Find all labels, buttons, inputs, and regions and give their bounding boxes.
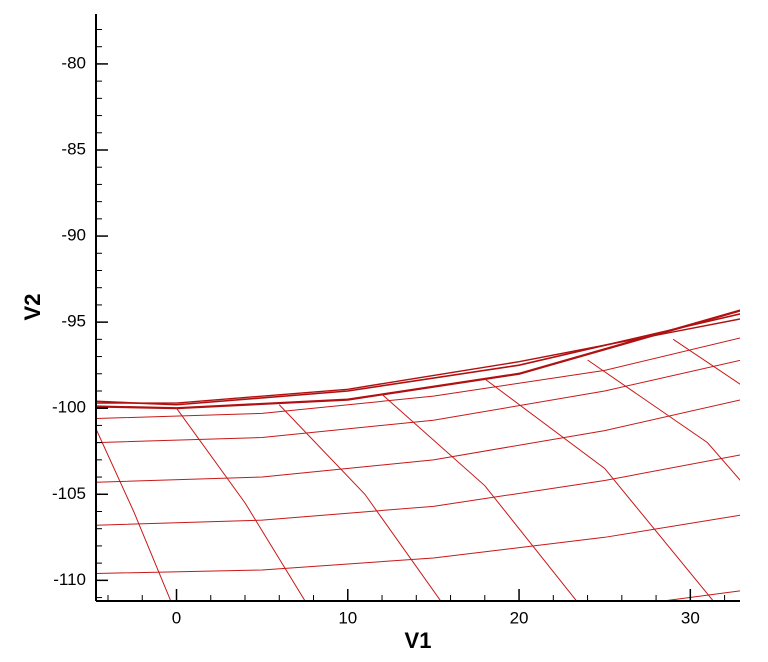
x-tick-label: 20 (510, 608, 529, 627)
mesh-line (659, 590, 740, 601)
y-tick-label: -100 (52, 398, 86, 417)
mesh-line (96, 318, 740, 404)
mesh-line (96, 514, 740, 574)
mesh-line (96, 428, 172, 601)
y-tick-label: -80 (61, 53, 86, 72)
mesh-line (96, 337, 740, 420)
mesh-line (96, 359, 740, 444)
mesh-line (96, 309, 740, 410)
y-tick-label: -105 (52, 484, 86, 503)
mesh-line (278, 404, 442, 601)
mesh-line (587, 359, 740, 481)
mesh-line (672, 338, 740, 385)
x-tick-label: 0 (172, 608, 181, 627)
mesh-line (176, 407, 306, 601)
y-tick-label: -90 (61, 226, 86, 245)
mesh (96, 309, 740, 601)
y-tick-label: -110 (53, 570, 86, 589)
mesh-line (381, 394, 578, 601)
y-tick-label: -85 (61, 139, 86, 158)
x-tick-label: 30 (681, 608, 700, 627)
mesh-line (96, 399, 740, 483)
mesh-line (484, 378, 714, 601)
x-tick-label: 10 (338, 608, 357, 627)
x-axis-label: V1 (405, 628, 432, 653)
y-tick-label: -95 (61, 312, 86, 331)
y-axis-label: V2 (20, 294, 45, 321)
mesh-line (96, 313, 740, 406)
mesh-line (96, 454, 740, 526)
